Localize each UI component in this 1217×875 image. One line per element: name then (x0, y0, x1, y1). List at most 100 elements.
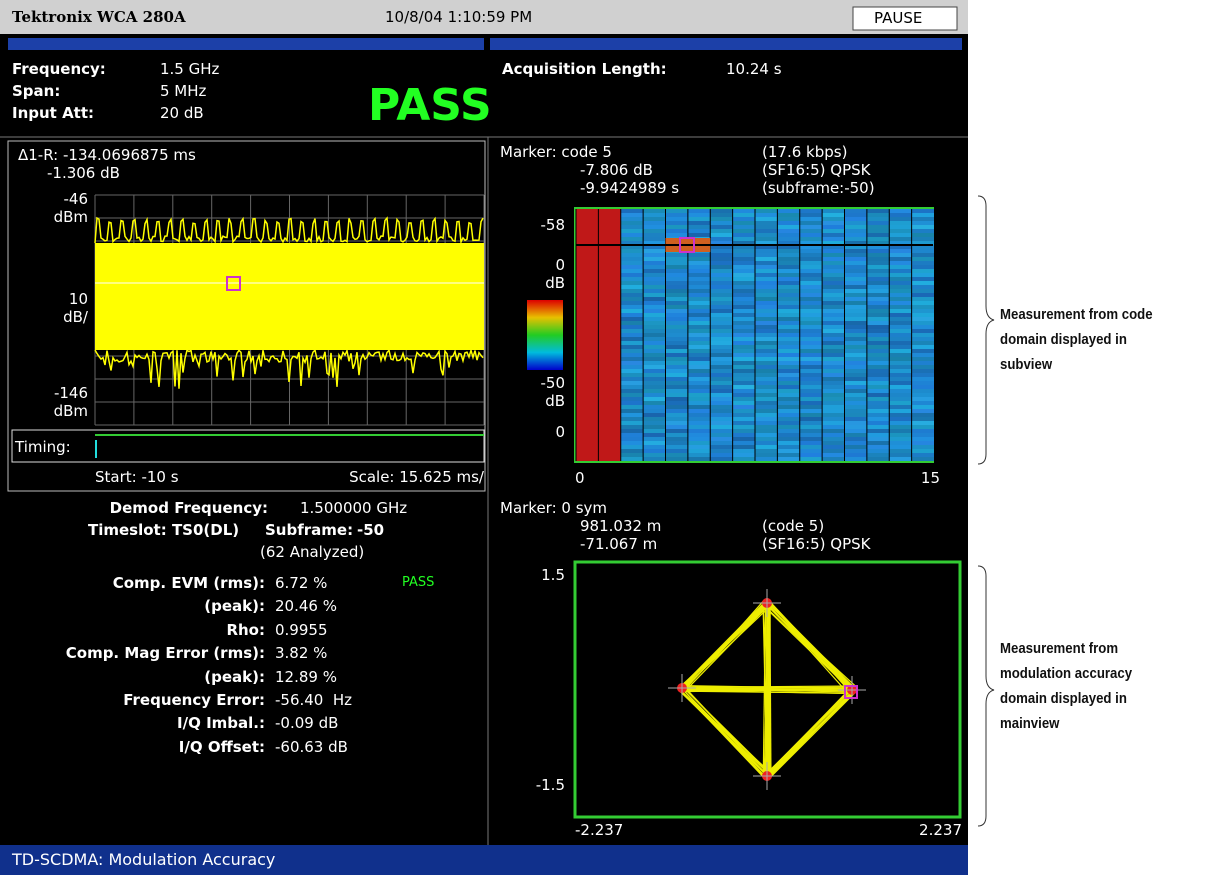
code-cell (755, 237, 778, 241)
code-cell (799, 305, 823, 309)
code-cell (911, 361, 934, 365)
pause-label[interactable]: PAUSE (874, 9, 923, 27)
code-cell (687, 365, 711, 369)
code-cell (911, 353, 934, 357)
code-cell (911, 357, 934, 361)
result-label: Subframe: (265, 521, 354, 539)
code-cell (620, 269, 644, 273)
code-cell (732, 249, 755, 253)
code-cell (732, 397, 755, 401)
annotation: Measurement from code (1000, 306, 1153, 323)
code-cell (620, 345, 644, 349)
code-cell (732, 301, 755, 305)
code-cell (777, 281, 800, 285)
code-cell (911, 425, 934, 429)
code-cell (911, 345, 934, 349)
code-cell (643, 221, 666, 225)
y-label: 1.5 (541, 566, 565, 584)
x-label: 2.237 (919, 821, 962, 839)
code-cell (665, 365, 688, 369)
code-cell (822, 345, 845, 349)
code-cell (665, 353, 688, 357)
code-cell (777, 369, 800, 373)
code-cell (732, 353, 755, 357)
code-cell (844, 221, 867, 225)
code-cell (889, 281, 912, 285)
code-cell (799, 373, 823, 377)
code-cell (911, 257, 934, 261)
code-cell (777, 337, 800, 341)
code-cell (889, 229, 912, 233)
code-cell (710, 413, 733, 417)
y-label: -1.5 (535, 776, 565, 794)
blue-strip (8, 38, 484, 50)
code-cell (777, 441, 800, 445)
code-cell (866, 321, 890, 325)
annotation: domain displayed in (1000, 331, 1127, 348)
y-label: 0 (555, 256, 565, 274)
code-cell (687, 421, 711, 425)
code-cell (911, 365, 934, 369)
code-cell (844, 241, 867, 245)
code-cell (822, 269, 845, 273)
code-cell (844, 417, 867, 421)
code-cell (620, 409, 644, 413)
code-cell (643, 297, 666, 301)
code-cell (866, 313, 890, 317)
code-cell (889, 241, 912, 245)
code-cell (687, 357, 711, 361)
code-cell (911, 241, 934, 245)
code-cell (911, 405, 934, 409)
code-cell (643, 389, 666, 393)
result-value: -56.40 Hz (275, 691, 353, 709)
marker-readout: -71.067 m (580, 535, 658, 553)
code-cell (620, 313, 644, 317)
code-cell (777, 209, 800, 213)
code-cell (665, 445, 688, 449)
code-cell (777, 277, 800, 281)
code-cell (889, 245, 912, 249)
marker-info: (17.6 kbps) (762, 143, 848, 161)
code-cell (799, 409, 823, 413)
code-cell (822, 349, 845, 353)
code-cell (643, 261, 666, 265)
code-cell (822, 341, 845, 345)
code-cell (732, 429, 755, 433)
code-cell (777, 301, 800, 305)
code-cell (844, 453, 867, 457)
code-cell (799, 209, 823, 213)
code-cell (732, 217, 755, 221)
code-cell (643, 273, 666, 277)
code-cell (889, 253, 912, 257)
code-cell (844, 369, 867, 373)
code-cell (866, 389, 890, 393)
code-cell (799, 361, 823, 365)
code-cell (643, 237, 666, 241)
code-cell (710, 213, 733, 217)
code-cell (844, 245, 867, 249)
code-cell (643, 241, 666, 245)
code-cell (911, 261, 934, 265)
code-cell (799, 253, 823, 257)
code-cell (777, 229, 800, 233)
code-cell (643, 405, 666, 409)
code-cell (732, 321, 755, 325)
code-cell (687, 425, 711, 429)
code-cell (620, 433, 644, 437)
code-cell (866, 265, 890, 269)
code-cell (866, 357, 890, 361)
pause-button[interactable] (852, 6, 958, 31)
code-cell (822, 241, 845, 245)
code-cell (620, 457, 644, 461)
code-cell (710, 285, 733, 289)
code-cell (620, 265, 644, 269)
code-cell (620, 389, 644, 393)
code-cell (799, 389, 823, 393)
code-cell (844, 393, 867, 397)
code-cell (665, 213, 688, 217)
code-cell (889, 309, 912, 313)
code-cell (755, 257, 778, 261)
code-cell (710, 393, 733, 397)
code-cell (822, 281, 845, 285)
code-cell (844, 253, 867, 257)
